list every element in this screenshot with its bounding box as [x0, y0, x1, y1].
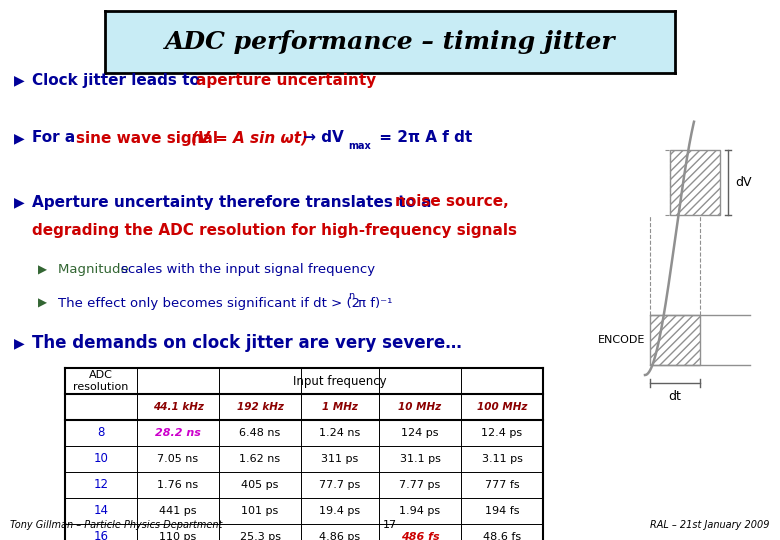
Text: ▶: ▶ — [14, 195, 25, 209]
Text: Clock jitter leads to: Clock jitter leads to — [32, 72, 205, 87]
Text: 6.48 ns: 6.48 ns — [239, 428, 281, 438]
Text: dV: dV — [735, 176, 751, 189]
Text: n: n — [348, 291, 354, 301]
Text: scales with the input signal frequency: scales with the input signal frequency — [121, 264, 375, 276]
Text: → dV: → dV — [298, 131, 344, 145]
Text: 194 fs: 194 fs — [484, 506, 519, 516]
Text: ▶: ▶ — [14, 73, 25, 87]
Text: ▶: ▶ — [38, 296, 47, 309]
Text: 12.4 ps: 12.4 ps — [481, 428, 523, 438]
Text: 25.3 ps: 25.3 ps — [239, 532, 281, 540]
Text: 311 ps: 311 ps — [321, 454, 359, 464]
Text: 777 fs: 777 fs — [484, 480, 519, 490]
Text: For a: For a — [32, 131, 80, 145]
Text: π f)⁻¹: π f)⁻¹ — [358, 296, 392, 309]
Text: 1 MHz: 1 MHz — [322, 402, 358, 412]
Text: sine wave signal: sine wave signal — [76, 131, 223, 145]
Text: aperture uncertainty: aperture uncertainty — [196, 72, 376, 87]
Text: Magnitude: Magnitude — [58, 264, 133, 276]
Text: 3.11 ps: 3.11 ps — [481, 454, 523, 464]
Text: The effect only becomes significant if dt > (2: The effect only becomes significant if d… — [58, 296, 360, 309]
Text: Aperture uncertainty therefore translates to a: Aperture uncertainty therefore translate… — [32, 194, 437, 210]
Text: 14: 14 — [94, 504, 108, 517]
Text: 12: 12 — [94, 478, 108, 491]
Text: ADC performance – timing jitter: ADC performance – timing jitter — [165, 30, 615, 54]
Text: 10: 10 — [94, 453, 108, 465]
Text: 7.77 ps: 7.77 ps — [399, 480, 441, 490]
Text: Tony Gillman – Particle Physics Department: Tony Gillman – Particle Physics Departme… — [10, 520, 222, 530]
Text: 1.94 ps: 1.94 ps — [399, 506, 441, 516]
Text: 77.7 ps: 77.7 ps — [319, 480, 360, 490]
Text: 405 ps: 405 ps — [241, 480, 278, 490]
Text: ENCODE: ENCODE — [597, 335, 645, 345]
Text: 19.4 ps: 19.4 ps — [320, 506, 360, 516]
Text: 10 MHz: 10 MHz — [399, 402, 441, 412]
Text: 44.1 kHz: 44.1 kHz — [153, 402, 204, 412]
Text: 7.05 ns: 7.05 ns — [158, 454, 199, 464]
Bar — [670, 150, 720, 215]
Text: ▶: ▶ — [38, 264, 47, 276]
Text: 441 ps: 441 ps — [159, 506, 197, 516]
Text: RAL – 21st January 2009: RAL – 21st January 2009 — [651, 520, 770, 530]
Text: 100 MHz: 100 MHz — [477, 402, 527, 412]
Text: The demands on clock jitter are very severe…: The demands on clock jitter are very sev… — [32, 334, 462, 352]
Text: 101 ps: 101 ps — [241, 506, 278, 516]
Text: 1.76 ns: 1.76 ns — [158, 480, 199, 490]
Text: max: max — [348, 141, 370, 151]
Text: noise source,: noise source, — [395, 194, 509, 210]
Text: ▶: ▶ — [14, 336, 25, 350]
Text: = 2π A f dt: = 2π A f dt — [374, 131, 472, 145]
Text: (V = A sin ωt): (V = A sin ωt) — [191, 131, 308, 145]
Text: ADC
resolution: ADC resolution — [73, 370, 129, 392]
Text: 110 ps: 110 ps — [159, 532, 197, 540]
Text: 1.62 ns: 1.62 ns — [239, 454, 281, 464]
Text: degrading the ADC resolution for high-frequency signals: degrading the ADC resolution for high-fr… — [32, 222, 517, 238]
Text: 192 kHz: 192 kHz — [236, 402, 283, 412]
Text: 8: 8 — [98, 427, 105, 440]
Text: dt: dt — [668, 390, 682, 403]
Text: 17: 17 — [383, 520, 397, 530]
Text: 486 fs: 486 fs — [401, 532, 439, 540]
Text: 1.24 ns: 1.24 ns — [319, 428, 360, 438]
Text: ▶: ▶ — [14, 131, 25, 145]
Text: 4.86 ps: 4.86 ps — [320, 532, 360, 540]
Text: Input frequency: Input frequency — [293, 375, 387, 388]
Text: 16: 16 — [94, 530, 108, 540]
Bar — [650, 315, 700, 365]
Text: 28.2 ns: 28.2 ns — [155, 428, 201, 438]
Text: 48.6 fs: 48.6 fs — [483, 532, 521, 540]
Text: 31.1 ps: 31.1 ps — [399, 454, 441, 464]
Text: 124 ps: 124 ps — [401, 428, 438, 438]
